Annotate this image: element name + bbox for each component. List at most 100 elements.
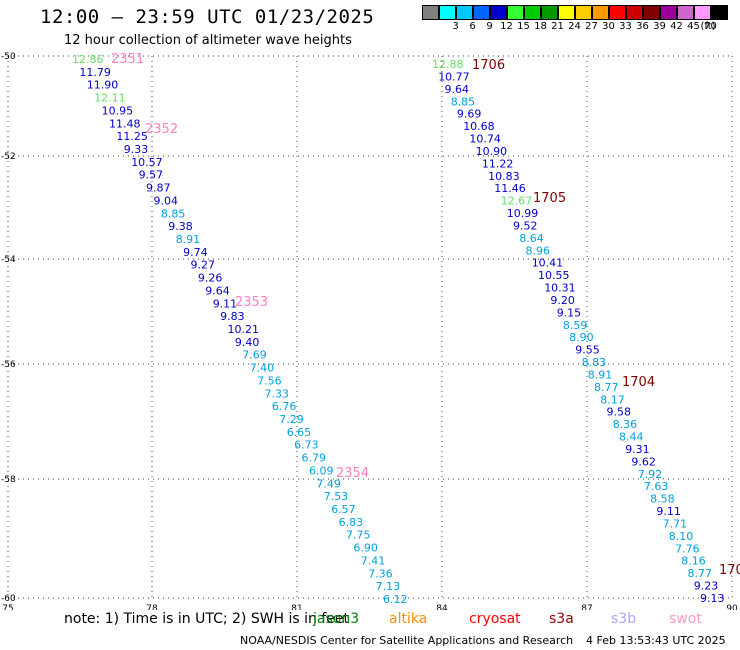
wave-height-value: 12.86 (72, 53, 104, 66)
x-tick-label: 90 (726, 604, 738, 610)
wave-height-value: 8.44 (619, 431, 644, 444)
wave-height-map: 75 78 81 84 87 90 -50 -52 -54 -56 -58 -60 12.8611.7… (1, 52, 740, 610)
wave-height-value: 9.55 (575, 344, 600, 357)
wave-height-value: 6.79 (302, 452, 327, 465)
satellite-name: swot (669, 611, 702, 627)
wave-height-value: 6.90 (353, 542, 378, 555)
wave-height-value: 7.92 (638, 468, 663, 481)
y-tick-label: -58 (1, 475, 16, 485)
wave-height-value: 12.11 (94, 92, 126, 105)
wave-height-value: 9.20 (550, 294, 575, 307)
altimeter-tracks: 12.8611.7911.9012.1110.9511.4811.259.331… (72, 52, 740, 606)
color-legend: 3 6 9 12 15 18 21 24 27 30 33 36 39 42 45 70 (ft) (422, 5, 728, 35)
wave-height-value: 7.13 (376, 580, 401, 593)
wave-height-value: 9.11 (213, 297, 238, 310)
legend-swatch (677, 5, 694, 20)
legend-swatch (626, 5, 643, 20)
wave-height-value: 11.25 (116, 130, 147, 143)
wave-height-value: 9.64 (445, 83, 470, 96)
legend-swatch (575, 5, 592, 20)
x-tick-label: 75 (2, 604, 13, 610)
legend-label: 45 (687, 21, 700, 32)
wave-height-value: 8.96 (526, 244, 551, 257)
legend-label: 70 (704, 21, 717, 32)
wave-height-value: 8.77 (688, 567, 713, 580)
y-tick-label: -52 (1, 152, 16, 162)
legend-label: 12 (500, 21, 513, 32)
wave-height-value: 7.33 (265, 387, 290, 400)
satellite-name: altika (389, 611, 428, 627)
wave-height-value: 9.27 (191, 259, 216, 272)
page-title: 12:00 — 23:59 UTC 01/23/2025 (40, 6, 375, 28)
axis-ticks: 75 78 81 84 87 90 -50 -52 -54 -56 -58 -60 (1, 52, 738, 610)
pass-time-label: 2354 (336, 466, 369, 481)
pass-time-label: 170 (719, 563, 740, 578)
legend-unit: (ft) (700, 21, 716, 32)
credit-line: NOAA/NESDIS Center for Satellite Applica… (240, 634, 574, 647)
wave-height-value: 8.91 (588, 369, 613, 382)
wave-height-value: 7.76 (675, 542, 700, 555)
wave-height-value: 7.69 (242, 349, 266, 362)
legend-swatch (541, 5, 558, 20)
wave-height-value: 6.65 (287, 426, 312, 439)
wave-height-value: 7.63 (644, 480, 669, 493)
wave-height-value: 11.46 (494, 182, 526, 195)
legend-label: 36 (636, 21, 649, 32)
wave-height-value: 9.74 (183, 246, 208, 259)
wave-height-value: 10.77 (438, 70, 470, 83)
legend-swatch (524, 5, 541, 20)
generated-timestamp: 4 Feb 13:53:43 UTC 2025 (586, 634, 726, 647)
satellite-name: s3b (611, 611, 637, 627)
wave-height-value: 10.41 (532, 257, 564, 270)
wave-height-value: 8.83 (582, 356, 607, 369)
legend-swatch (643, 5, 660, 20)
wave-height-value: 10.68 (463, 120, 495, 133)
pass-time-label: 2352 (145, 122, 178, 137)
wave-height-value: 10.31 (544, 282, 576, 295)
wave-height-value: 10.57 (131, 156, 163, 169)
y-tick-label: -60 (1, 594, 16, 604)
pass-time-label: 1704 (622, 375, 655, 390)
wave-height-value: 8.64 (519, 232, 544, 245)
wave-height-value: 8.77 (594, 381, 619, 394)
wave-height-value: 7.53 (324, 490, 349, 503)
legend-label: 3 (452, 21, 459, 32)
y-tick-label: -54 (1, 255, 16, 265)
legend-label: 18 (534, 21, 547, 32)
x-tick-label: 81 (291, 604, 302, 610)
wave-height-value: 11.90 (87, 79, 119, 92)
pass-time-label: 2353 (235, 295, 268, 310)
satellite-name: s3a (549, 611, 574, 627)
footer-note: note: 1) Time is in UTC; 2) SWH is in fe… (64, 611, 350, 627)
pass-time-label: 1706 (472, 58, 505, 73)
wave-height-value: 8.36 (613, 418, 638, 431)
wave-height-value: 8.85 (161, 207, 186, 220)
wave-height-value: 9.40 (235, 336, 260, 349)
wave-height-value: 8.58 (650, 493, 675, 506)
satellite-name: cryosat (469, 611, 521, 627)
wave-height-value: 8.17 (600, 393, 625, 406)
x-tick-label: 87 (581, 604, 592, 610)
legend-label: 42 (670, 21, 683, 32)
wave-height-value: 7.49 (316, 477, 341, 490)
legend-swatch (711, 5, 728, 20)
wave-height-value: 7.75 (346, 529, 371, 542)
wave-height-value: 9.87 (146, 182, 171, 195)
wave-height-value: 9.83 (220, 310, 245, 323)
wave-height-value: 9.52 (513, 219, 538, 232)
wave-height-value: 9.11 (656, 505, 681, 518)
legend-swatch (558, 5, 575, 20)
page-subtitle: 12 hour collection of altimeter wave hei… (64, 33, 352, 48)
legend-label: 15 (517, 21, 530, 32)
legend-swatch (456, 5, 473, 20)
satellite-legend: jason3 altika cryosat s3a s3b swot (0, 611, 740, 631)
wave-height-value: 11.79 (79, 66, 111, 79)
wave-height-value: 9.69 (457, 108, 482, 121)
wave-height-value: 6.76 (272, 400, 297, 413)
wave-height-value: 7.29 (279, 413, 304, 426)
y-tick-label: -50 (1, 52, 16, 62)
wave-height-value: 10.55 (538, 269, 570, 282)
legend-swatch (439, 5, 456, 20)
wave-height-value: 9.64 (205, 284, 230, 297)
wave-height-value: 10.90 (476, 145, 508, 158)
